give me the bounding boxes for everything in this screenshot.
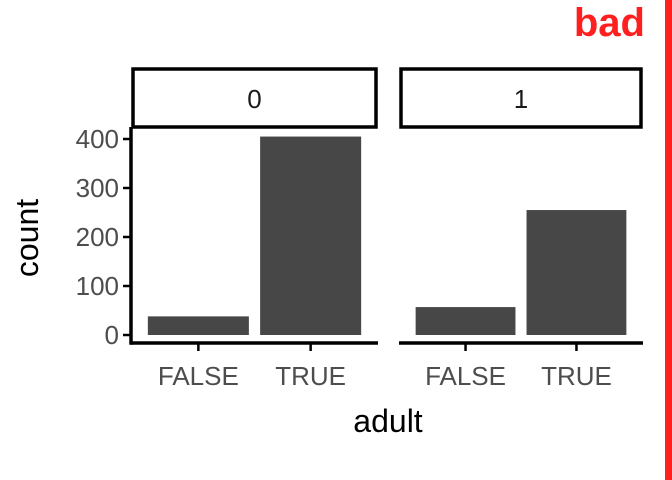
x-axis-title: adult [353, 403, 423, 439]
x-tick-label: FALSE [158, 361, 239, 391]
y-tick-label: 200 [76, 222, 119, 252]
facet-panel-1: 1 FALSE TRUE [399, 67, 643, 391]
bar-false [147, 316, 249, 335]
x-tick-label: FALSE [425, 361, 506, 391]
x-tick-label: TRUE [275, 361, 346, 391]
x-tick-label: TRUE [541, 361, 612, 391]
facet-strip [131, 67, 378, 129]
bar-true [260, 136, 362, 335]
facet-panels: 0 FALSE TRUE 0 100 200 300 400 1 FALSE TRUE [76, 67, 643, 391]
y-axis-title: count [9, 199, 45, 277]
badge-label: bad [574, 1, 645, 45]
facet-strip-label: 0 [247, 84, 261, 114]
bar-false [415, 307, 516, 335]
y-tick-label: 300 [76, 173, 119, 203]
badge-accent-bar [665, 0, 672, 480]
facet-strip [399, 67, 643, 129]
y-tick-label: 0 [105, 320, 119, 350]
y-tick-label: 400 [76, 124, 119, 154]
facet-panel-0: 0 FALSE TRUE 0 100 200 300 400 [76, 67, 378, 391]
y-tick-label: 100 [76, 271, 119, 301]
facet-strip-label: 1 [514, 84, 528, 114]
bar-true [526, 210, 627, 335]
